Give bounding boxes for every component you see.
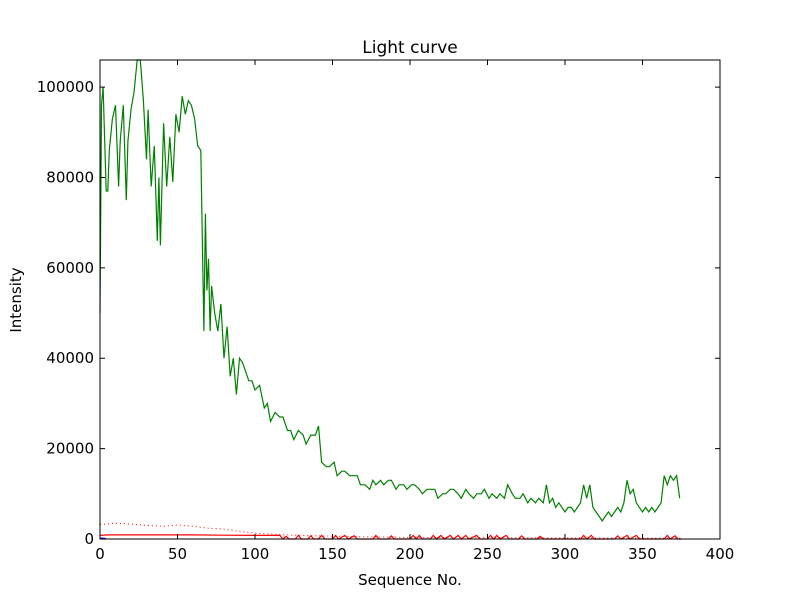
x-axis-label: Sequence No.	[358, 571, 462, 589]
x-tick-label: 350	[628, 545, 657, 563]
plot-frame	[99, 59, 721, 540]
y-axis-label: Intensity	[7, 267, 25, 332]
x-tick-label: 100	[241, 545, 270, 563]
y-tick-label: 20000	[46, 440, 94, 458]
x-tick-label: 50	[168, 545, 187, 563]
ticks-layer: 0 50 100 150 200 250 300 350 400 0 20000 40000 60000…	[37, 60, 735, 563]
y-tick-label: 0	[84, 530, 94, 548]
series-line-1	[99, 59, 681, 522]
x-tick-label: 200	[396, 545, 425, 563]
x-tick-label: 400	[706, 545, 735, 563]
x-tick-label: 0	[95, 545, 105, 563]
x-tick-label: 300	[551, 545, 580, 563]
x-tick-label: 250	[473, 545, 502, 563]
y-tick-label: 40000	[46, 349, 94, 367]
y-tick-label: 60000	[46, 259, 94, 277]
y-tick-label: 100000	[37, 78, 94, 96]
chart-title: Light curve	[362, 38, 457, 58]
y-tick-label: 80000	[46, 168, 94, 186]
x-tick-label: 150	[318, 545, 347, 563]
